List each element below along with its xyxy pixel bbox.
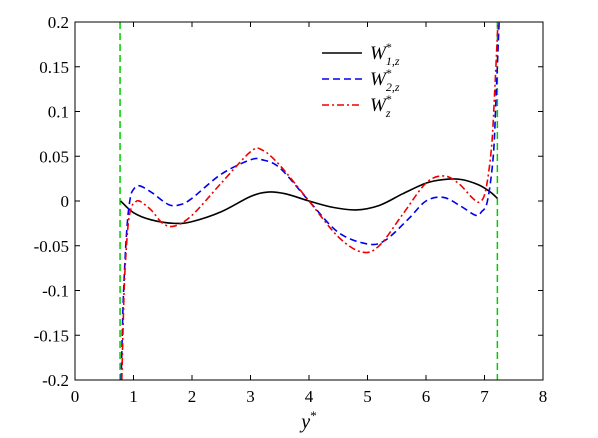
legend-label-1: W* 1,z [370, 40, 400, 68]
legend-label-3: W* z [370, 92, 392, 120]
x-tick-label: 1 [129, 387, 138, 406]
series-line-2 [120, 22, 500, 380]
series-line-1 [120, 178, 498, 225]
y-tick-label: 0.15 [39, 58, 69, 77]
y-tick-label: -0.1 [42, 282, 69, 301]
x-tick-label: 8 [539, 387, 548, 406]
x-tick-label: 5 [363, 387, 372, 406]
legend: W* 1,zW* 2,zW* z [322, 40, 400, 120]
x-tick-label: 4 [305, 387, 314, 406]
axes: 0 1 2 3 4 5 6 7 8 -0.2 -0.15 -0.1 -0.05 0 0.05 0.1 0.15 0… [34, 13, 548, 433]
series-line-3 [121, 22, 499, 380]
y-tick-label: -0.05 [34, 237, 69, 256]
y-tick-label: 0 [61, 192, 70, 211]
y-tick-label: 0.1 [48, 103, 69, 122]
y-tick-label: 0.2 [48, 13, 69, 32]
x-tick-label: 6 [422, 387, 431, 406]
data-series [120, 22, 500, 380]
x-tick-label: 0 [71, 387, 80, 406]
y-tick-label: -0.15 [34, 326, 69, 345]
x-axis-title: y* [299, 408, 316, 433]
x-tick-label: 3 [246, 387, 255, 406]
legend-label-2: W* 2,z [370, 66, 400, 94]
y-tick-label: -0.2 [42, 371, 69, 390]
x-tick-label: 2 [188, 387, 197, 406]
y-tick-label: 0.05 [39, 147, 69, 166]
x-tick-label: 7 [480, 387, 489, 406]
